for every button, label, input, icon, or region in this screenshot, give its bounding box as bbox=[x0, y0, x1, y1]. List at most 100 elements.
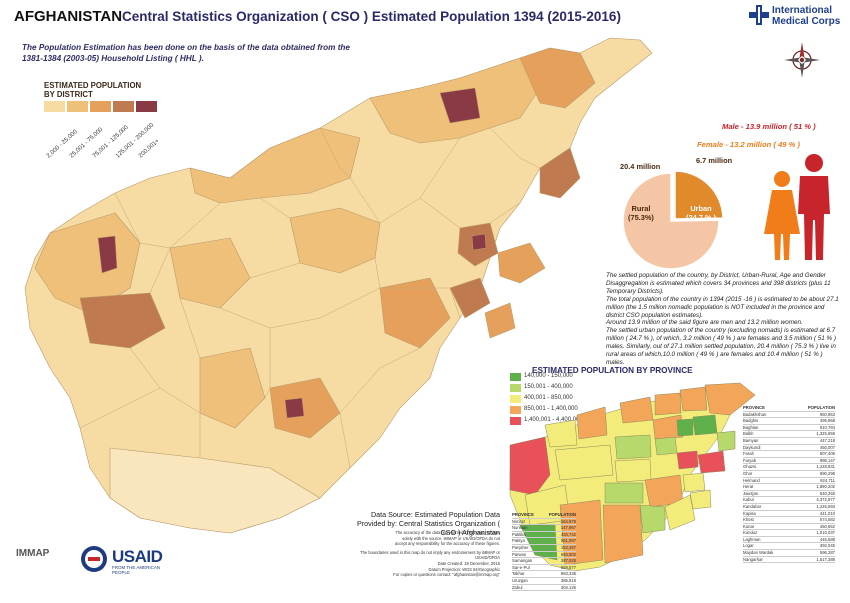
table-row: Kunar 450,652 bbox=[743, 523, 835, 531]
district-region-helmand bbox=[199, 347, 266, 429]
district-region-nangarhar bbox=[497, 242, 546, 284]
district-legend-swatch bbox=[90, 101, 111, 112]
male-figure-icon bbox=[798, 154, 830, 260]
disclaimer-line: For copies or questions contact: "afghan… bbox=[393, 572, 500, 578]
inset-kabul bbox=[676, 450, 699, 470]
imc-cross-icon bbox=[749, 5, 769, 25]
immap-logo: IMMAP bbox=[16, 548, 50, 559]
table-row: Parwan 664,502 bbox=[512, 551, 576, 559]
table-row: Kapisa 441,010 bbox=[743, 510, 835, 518]
province-legend-label: 400,001 - 850,000 bbox=[524, 395, 573, 401]
province-legend-swatch bbox=[510, 406, 521, 414]
disclaimer-line: Date Created: 18 December, 2015 bbox=[437, 560, 500, 566]
district-region-ghazni bbox=[379, 277, 451, 349]
inset-helmand bbox=[559, 499, 604, 566]
district-region-kunduz bbox=[439, 87, 481, 124]
inset-parwan bbox=[654, 436, 678, 456]
district-population-map bbox=[24, 37, 653, 534]
inset-badakhshan bbox=[704, 382, 756, 416]
male-stat: Male - 13.9 million ( 51 % ) bbox=[722, 122, 816, 131]
province-table-left: PROVINCE POPULATION Nimroz 164,978 Nuristan 1… bbox=[512, 512, 576, 592]
table-row: Ghor 690,296 bbox=[743, 470, 835, 478]
inset-uruzgan bbox=[604, 482, 644, 504]
source-line-1: Data Source: Estimated Population Data bbox=[370, 510, 500, 519]
urban-value: 6.7 million bbox=[696, 156, 733, 165]
district-region-south bbox=[109, 447, 321, 534]
province-legend-swatch bbox=[510, 417, 521, 425]
population-summary: The settled population of the country, b… bbox=[606, 272, 842, 367]
gender-figures-icon bbox=[764, 154, 830, 260]
usaid-seal-icon bbox=[81, 546, 107, 572]
district-legend-swatch bbox=[67, 101, 88, 112]
urban-label: Urban (24.7 % ) bbox=[686, 204, 716, 222]
district-legend-swatch bbox=[113, 101, 134, 112]
table-row: Khost 574,582 bbox=[743, 517, 835, 524]
rural-label: Rural (75.3%) bbox=[628, 204, 654, 222]
disclaimer-line: Datum Projection: WGS 84/Geographic bbox=[428, 566, 500, 572]
table-row: Kunduz 1,010,037 bbox=[743, 530, 835, 537]
district-region-herat-city bbox=[97, 235, 118, 274]
table-row: Herat 1,890,202 bbox=[743, 484, 835, 491]
table-row: Bamyan 447,218 bbox=[743, 437, 835, 445]
district-legend-swatch bbox=[136, 101, 157, 112]
imc-line2: Medical Corps bbox=[772, 16, 841, 27]
summary-para-2: The total population of the country in 1… bbox=[606, 295, 839, 319]
inset-kandahar bbox=[602, 504, 644, 564]
inset-zabul bbox=[639, 504, 666, 534]
table-row: Maydan Wardak 596,287 bbox=[743, 550, 835, 557]
inset-nangarhar bbox=[697, 450, 726, 474]
district-legend-title: ESTIMATED POPULATION BY DISTRICT bbox=[44, 81, 142, 99]
urban-label-text: Urban bbox=[690, 204, 712, 213]
pie-chart bbox=[622, 170, 724, 270]
inset-faryab bbox=[576, 406, 608, 440]
district-region-khost bbox=[484, 302, 516, 339]
table-row: Paktya 551,987 bbox=[512, 538, 576, 545]
table-row: Takhar 983,336 bbox=[512, 571, 576, 578]
table-header: PROVINCE POPULATION bbox=[743, 405, 835, 412]
urban-pct: (24.7 % ) bbox=[686, 213, 716, 222]
inset-takhar bbox=[679, 386, 708, 412]
table-row: Baghlan 910,784 bbox=[743, 424, 835, 432]
disclaimer-line: The accuracy of the data represented in … bbox=[395, 530, 500, 535]
table-row: Kabul 4,372,977 bbox=[743, 497, 835, 504]
table-row: Laghman 445,588 bbox=[743, 536, 835, 544]
district-region-east bbox=[539, 147, 581, 199]
disclaimer-line: solely with the source, iMMAP or USAID/O… bbox=[402, 535, 500, 541]
province-legend-label: 150,001 - 400,000 bbox=[524, 384, 573, 390]
imc-line1: International bbox=[772, 5, 833, 16]
table-row: Kandahar 1,226,593 bbox=[743, 503, 835, 511]
title-subtitle: Central Statistics Organization ( CSO ) … bbox=[122, 9, 621, 24]
table-row: Jawzjan 540,255 bbox=[743, 490, 835, 498]
female-figure-icon bbox=[764, 171, 800, 260]
table-row: Sar-e-Pul 559,577 bbox=[512, 564, 576, 572]
table-row: Nimroz 164,978 bbox=[512, 518, 576, 526]
inset-khost bbox=[689, 489, 712, 510]
rural-value: 20.4 million bbox=[620, 162, 661, 171]
female-stat: Female - 13.2 million ( 49 % ) bbox=[697, 140, 800, 149]
table-row: Balkh 1,325,659 bbox=[743, 431, 835, 438]
table-row: Farah 507,405 bbox=[743, 451, 835, 458]
pie-slice-urban bbox=[674, 170, 724, 220]
inset-bamyan bbox=[614, 434, 652, 460]
inset-ghor bbox=[554, 444, 614, 481]
table-row: Panjsher 153,487 bbox=[512, 544, 576, 552]
source-line-2: Provided by: Central Statistics Organiza… bbox=[356, 519, 500, 537]
map-title: AFGHANISTANCentral Statistics Organizati… bbox=[14, 8, 621, 26]
disclaimer-line: The boundaries used in this map do not i… bbox=[360, 549, 500, 561]
north-arrow-icon bbox=[784, 42, 820, 78]
pie-slice-rural bbox=[622, 172, 720, 270]
inset-paktya bbox=[682, 472, 706, 493]
rural-label-text: Rural bbox=[631, 204, 651, 213]
province-legend-swatch bbox=[510, 384, 521, 392]
table-row: Zabul 304,126 bbox=[512, 584, 576, 592]
district-region-badakhshan bbox=[519, 47, 596, 109]
urban-rural-pie: 20.4 million 6.7 million Rural (75.3%) U… bbox=[600, 156, 750, 270]
table-row: Logar 392,045 bbox=[743, 543, 835, 551]
inset-paktika bbox=[664, 494, 696, 531]
table-row: Uruzgan 386,818 bbox=[512, 577, 576, 585]
table-row: Samangan 387,928 bbox=[512, 558, 576, 565]
district-region-paktya bbox=[449, 277, 491, 319]
table-row: Helmand 924,711 bbox=[743, 477, 835, 485]
intro-note: The Population Estimation has been done … bbox=[22, 43, 350, 63]
table-row: Nangarhar 1,517,388 bbox=[743, 556, 835, 564]
